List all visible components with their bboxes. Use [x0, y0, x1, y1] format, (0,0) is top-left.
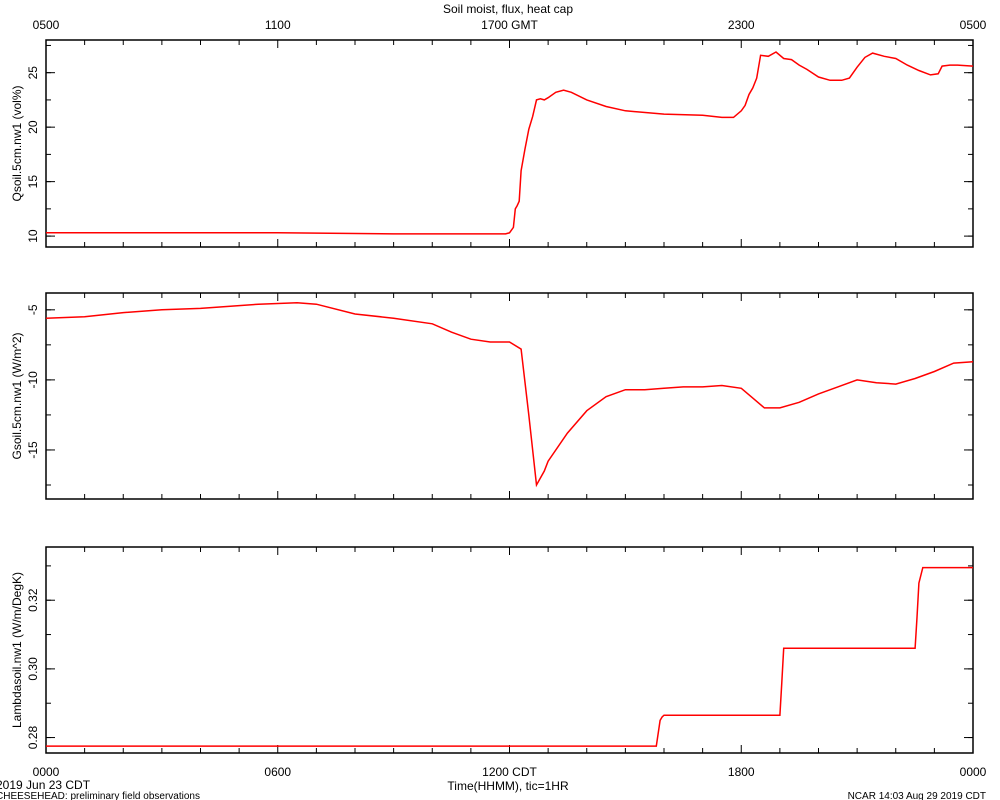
panel-frame — [45, 39, 974, 248]
series-line — [46, 51, 974, 235]
bottom-tick-label: 0600 — [264, 765, 291, 779]
chart-title: Soil moist, flux, heat cap — [443, 2, 573, 16]
y-tick-label: 0.30 — [26, 657, 40, 681]
y-tick-label: -15 — [26, 441, 40, 459]
footer-stamp: NCAR 14:03 Aug 29 2019 CDT — [848, 791, 986, 800]
bottom-tick-label: 0000 — [960, 765, 987, 779]
bottom-tick-label: 0000 — [33, 765, 60, 779]
y-tick-label: 20 — [26, 120, 40, 134]
y-axis-label: Qsoil.5cm.nw1 (vol%) — [10, 85, 24, 201]
y-tick-label: 15 — [26, 175, 40, 189]
top-tick-label: 0500 — [960, 18, 987, 32]
y-tick-label: 0.32 — [26, 588, 40, 612]
bottom-time-axis: 0000 0600 1200 CDT 1800 0000 — [33, 765, 987, 779]
top-tick-label: 1700 GMT — [481, 18, 538, 32]
y-axis-label: Gsoil.5cm.nw1 (W/m^2) — [10, 333, 24, 460]
y-tick-label: -5 — [26, 304, 40, 315]
panel-frame — [45, 546, 974, 754]
y-tick-label: -10 — [26, 371, 40, 389]
footer-project: CHEESEHEAD: preliminary field observatio… — [0, 791, 200, 800]
series-line — [46, 566, 973, 747]
bottom-tick-label: 1200 CDT — [482, 765, 537, 779]
footer-date: 2019 Jun 23 CDT — [0, 778, 91, 792]
top-tick-label: 1100 — [265, 18, 291, 32]
top-tick-label: 2300 — [728, 18, 755, 32]
y-axis-label: Lambdasoil.nw1 (W/m/DegK) — [10, 572, 24, 728]
bottom-tick-label: 1800 — [728, 765, 755, 779]
x-axis-label: Time(HHMM), tic=1HR — [447, 779, 569, 793]
series-line — [45, 302, 974, 488]
top-tick-label: 0500 — [33, 18, 60, 32]
panel-frame — [45, 292, 974, 500]
y-tick-label: 0.28 — [26, 726, 40, 750]
y-tick-label: 25 — [26, 66, 40, 80]
y-tick-label: 10 — [26, 229, 40, 243]
top-time-axis: 0500 1100 1700 GMT 2300 0500 — [33, 18, 987, 32]
